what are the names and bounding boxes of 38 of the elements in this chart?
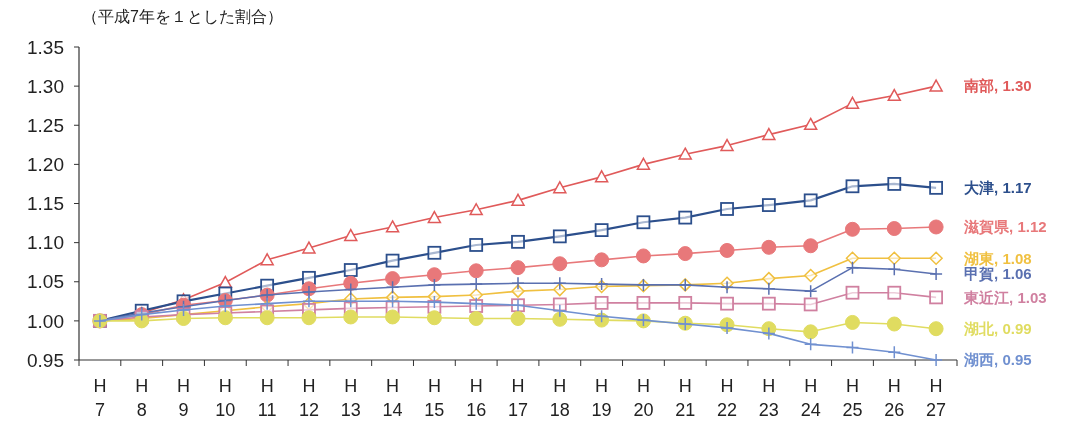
annotation: 湖西, 0.95 [963,351,1032,369]
annotation: 大津, 1.17 [964,179,1032,197]
y-axis-title: （平成7年を１とした割合） [82,8,283,25]
x-tick-label: H20 [633,376,654,420]
x-tick-label: H9 [177,376,191,420]
x-tick-label: H22 [717,376,738,420]
y-tick-label: 1.25 [27,114,64,136]
annotation: 湖東, 1.08 [963,249,1032,267]
x-tick-label: H24 [800,376,821,420]
x-tick-label: H23 [758,376,779,420]
x-tick-label: H11 [257,376,277,420]
y-tick-label: 1.20 [27,154,64,176]
y-tick-label: 1.10 [27,232,64,254]
annotation: 滋賀県, 1.12 [963,218,1047,237]
x-tick-label: H26 [884,376,905,420]
x-tick-label: H19 [591,376,612,420]
x-tick-label: H13 [340,376,361,420]
x-tick-label: H25 [842,376,863,420]
x-tick-label: H15 [424,376,445,420]
x-tick-label: H21 [675,376,696,420]
x-tick-label: H16 [466,376,487,420]
x-tick-label: H10 [215,376,236,420]
annotation: 湖北, 0.99 [963,319,1032,337]
y-tick-label: 1.05 [27,271,64,293]
y-tick-label: 0.95 [27,349,64,371]
y-tick-label: 1.15 [27,193,64,215]
annotation: 東近江, 1.03 [963,288,1047,306]
y-tick-label: 1.30 [27,75,64,97]
x-tick-label: H12 [298,376,319,420]
y-tick-label: 1.00 [27,310,64,332]
x-tick-label: H17 [507,376,529,420]
x-tick-label: H8 [135,376,149,420]
x-tick-label: H14 [382,376,403,420]
x-tick-label: H27 [926,376,947,420]
y-tick-label: 1.35 [27,36,64,58]
x-tick-label: H18 [549,376,570,420]
annotation: 南部, 1.30 [963,77,1032,95]
x-tick-label: H7 [93,376,107,420]
